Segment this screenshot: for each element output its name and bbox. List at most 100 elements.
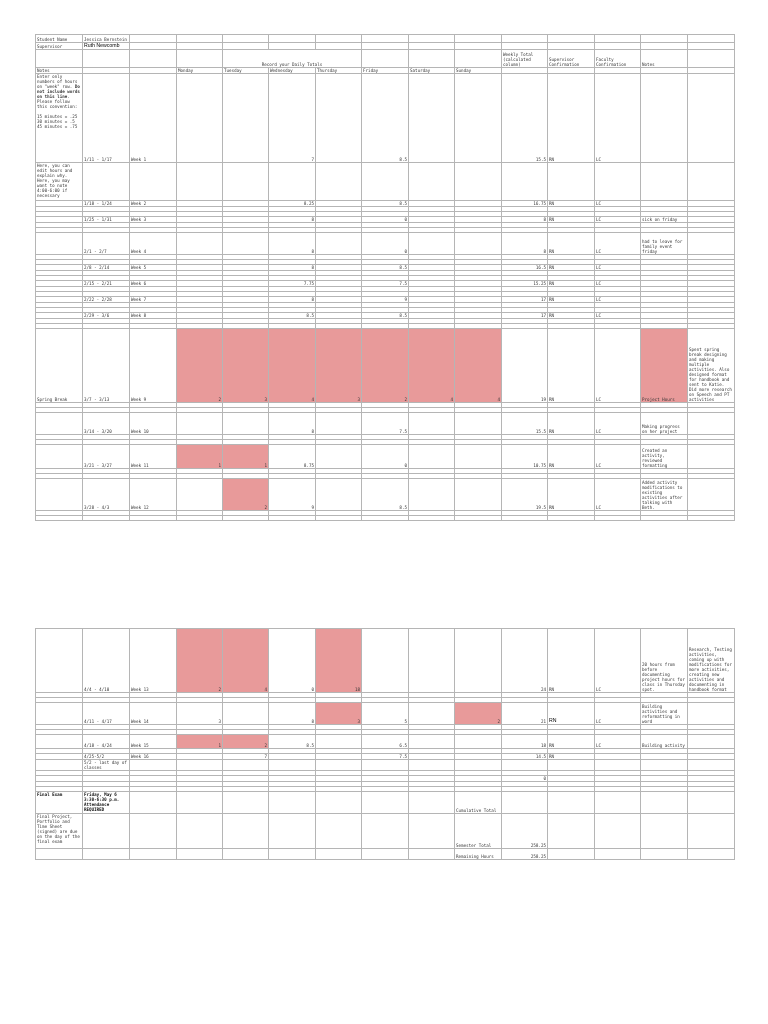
hours-cell[interactable]: [315, 73, 362, 163]
week-note[interactable]: Project Hours: [640, 328, 688, 403]
hours-cell[interactable]: [408, 478, 455, 511]
hours-thursday[interactable]: 18: [315, 628, 362, 693]
hours-wednesday[interactable]: 8: [268, 232, 316, 255]
week-note[interactable]: Added activity modifications to existing…: [640, 478, 688, 511]
hours-monday[interactable]: 1: [176, 444, 223, 469]
supervisor-confirmation[interactable]: RN: [547, 702, 595, 725]
hours-friday[interactable]: 0: [361, 444, 409, 469]
week-note[interactable]: Created an activity, reviewed formatting: [640, 444, 688, 469]
supervisor-confirmation[interactable]: RN: [547, 444, 595, 469]
hours-wednesday[interactable]: 9: [268, 478, 316, 511]
hours-cell[interactable]: [408, 73, 455, 163]
hours-cell[interactable]: [361, 628, 409, 693]
week-note[interactable]: Building activities and reformatting in …: [640, 702, 688, 725]
week-note[interactable]: had to leave for family event friday: [640, 232, 688, 255]
hours-cell[interactable]: [454, 444, 502, 469]
hours-sunday[interactable]: 2: [454, 702, 502, 725]
faculty-confirmation[interactable]: LC: [594, 412, 641, 435]
hours-cell[interactable]: [222, 73, 269, 163]
hours-cell[interactable]: [315, 734, 362, 749]
hours-friday[interactable]: 8.5: [361, 73, 409, 163]
hours-tuesday[interactable]: 4: [222, 628, 269, 693]
hours-saturday[interactable]: 4: [408, 328, 455, 403]
hours-cell[interactable]: [408, 232, 455, 255]
supervisor-confirmation[interactable]: RN: [547, 232, 595, 255]
hours-cell[interactable]: [315, 412, 362, 435]
supervisor-confirmation[interactable]: RN: [547, 328, 595, 403]
hours-cell[interactable]: [454, 478, 502, 511]
student-name-value[interactable]: Jessica Bernstein: [82, 34, 130, 43]
hours-thursday[interactable]: 3: [315, 328, 362, 403]
hours-wednesday[interactable]: 8: [268, 412, 316, 435]
hours-cell[interactable]: [408, 444, 455, 469]
hours-cell[interactable]: [640, 73, 688, 163]
hours-cell[interactable]: [454, 734, 502, 749]
hours-tuesday[interactable]: 2: [222, 478, 269, 511]
hours-sunday[interactable]: 4: [454, 328, 502, 403]
empty-cell: [408, 848, 455, 860]
hours-cell[interactable]: [315, 232, 362, 255]
hours-monday[interactable]: 3: [176, 702, 223, 725]
hours-cell[interactable]: [222, 232, 269, 255]
faculty-confirmation[interactable]: LC: [594, 734, 641, 749]
hours-cell[interactable]: [222, 702, 269, 725]
hours-wednesday[interactable]: 7: [268, 73, 316, 163]
supervisor-confirmation[interactable]: RN: [547, 412, 595, 435]
hours-wednesday[interactable]: 0: [268, 628, 316, 693]
empty-cell: [129, 848, 177, 860]
hours-cell[interactable]: [408, 702, 455, 725]
hours-monday[interactable]: 2: [176, 628, 223, 693]
supervisor-confirmation[interactable]: RN: [547, 734, 595, 749]
hours-cell[interactable]: [454, 628, 502, 693]
hours-tuesday[interactable]: 2: [222, 734, 269, 749]
empty-cell: [35, 478, 83, 511]
hours-friday[interactable]: 0: [361, 232, 409, 255]
last-day-of-classes: 5/2 - last day of classes: [82, 759, 130, 771]
supervisor-name-value[interactable]: Ruth Newcomb: [82, 42, 130, 50]
supervisor-confirmation[interactable]: RN: [547, 628, 595, 693]
hours-monday[interactable]: 1: [176, 734, 223, 749]
hours-cell[interactable]: [222, 412, 269, 435]
hours-cell[interactable]: [408, 734, 455, 749]
hours-cell[interactable]: [176, 232, 223, 255]
faculty-confirmation[interactable]: LC: [594, 444, 641, 469]
hours-wednesday[interactable]: 8: [268, 702, 316, 725]
hours-cell[interactable]: [176, 478, 223, 511]
hours-friday[interactable]: 8.5: [361, 478, 409, 511]
hours-cell[interactable]: [315, 478, 362, 511]
hours-friday[interactable]: 7.5: [361, 412, 409, 435]
hours-cell[interactable]: [454, 232, 502, 255]
hours-cell[interactable]: [454, 73, 502, 163]
hours-cell[interactable]: [408, 628, 455, 693]
hours-wednesday[interactable]: 8.5: [268, 734, 316, 749]
hours-wednesday[interactable]: 8.75: [268, 444, 316, 469]
hours-friday[interactable]: 5: [361, 702, 409, 725]
hours-wednesday[interactable]: 4: [268, 328, 316, 403]
supervisor-confirmation[interactable]: RN: [547, 73, 595, 163]
faculty-confirmation[interactable]: LC: [594, 628, 641, 693]
week-note[interactable]: 20 hours from before documenting project…: [640, 628, 688, 693]
faculty-confirmation[interactable]: LC: [594, 73, 641, 163]
week-note[interactable]: Making progress on her project: [640, 412, 688, 435]
final-exam-label: Final Exam: [35, 791, 83, 814]
hours-tuesday[interactable]: 1: [222, 444, 269, 469]
supervisor-confirmation[interactable]: RN: [547, 478, 595, 511]
hours-cell[interactable]: [176, 73, 223, 163]
hours-cell[interactable]: [454, 412, 502, 435]
faculty-confirmation[interactable]: LC: [594, 328, 641, 403]
faculty-confirmation[interactable]: LC: [594, 702, 641, 725]
week-note[interactable]: Building activity: [640, 734, 688, 749]
hours-tuesday[interactable]: 3: [222, 328, 269, 403]
hours-friday[interactable]: 2: [361, 328, 409, 403]
hours-cell[interactable]: [408, 412, 455, 435]
faculty-confirmation[interactable]: LC: [594, 478, 641, 511]
empty-cell: [594, 34, 641, 43]
hours-cell[interactable]: [315, 444, 362, 469]
hours-friday[interactable]: 6.5: [361, 734, 409, 749]
hours-cell[interactable]: [176, 412, 223, 435]
empty-cell: [361, 42, 409, 50]
hours-thursday[interactable]: 3: [315, 702, 362, 725]
hours-monday[interactable]: 2: [176, 328, 223, 403]
faculty-confirmation[interactable]: LC: [594, 232, 641, 255]
empty-cell: [687, 702, 735, 725]
